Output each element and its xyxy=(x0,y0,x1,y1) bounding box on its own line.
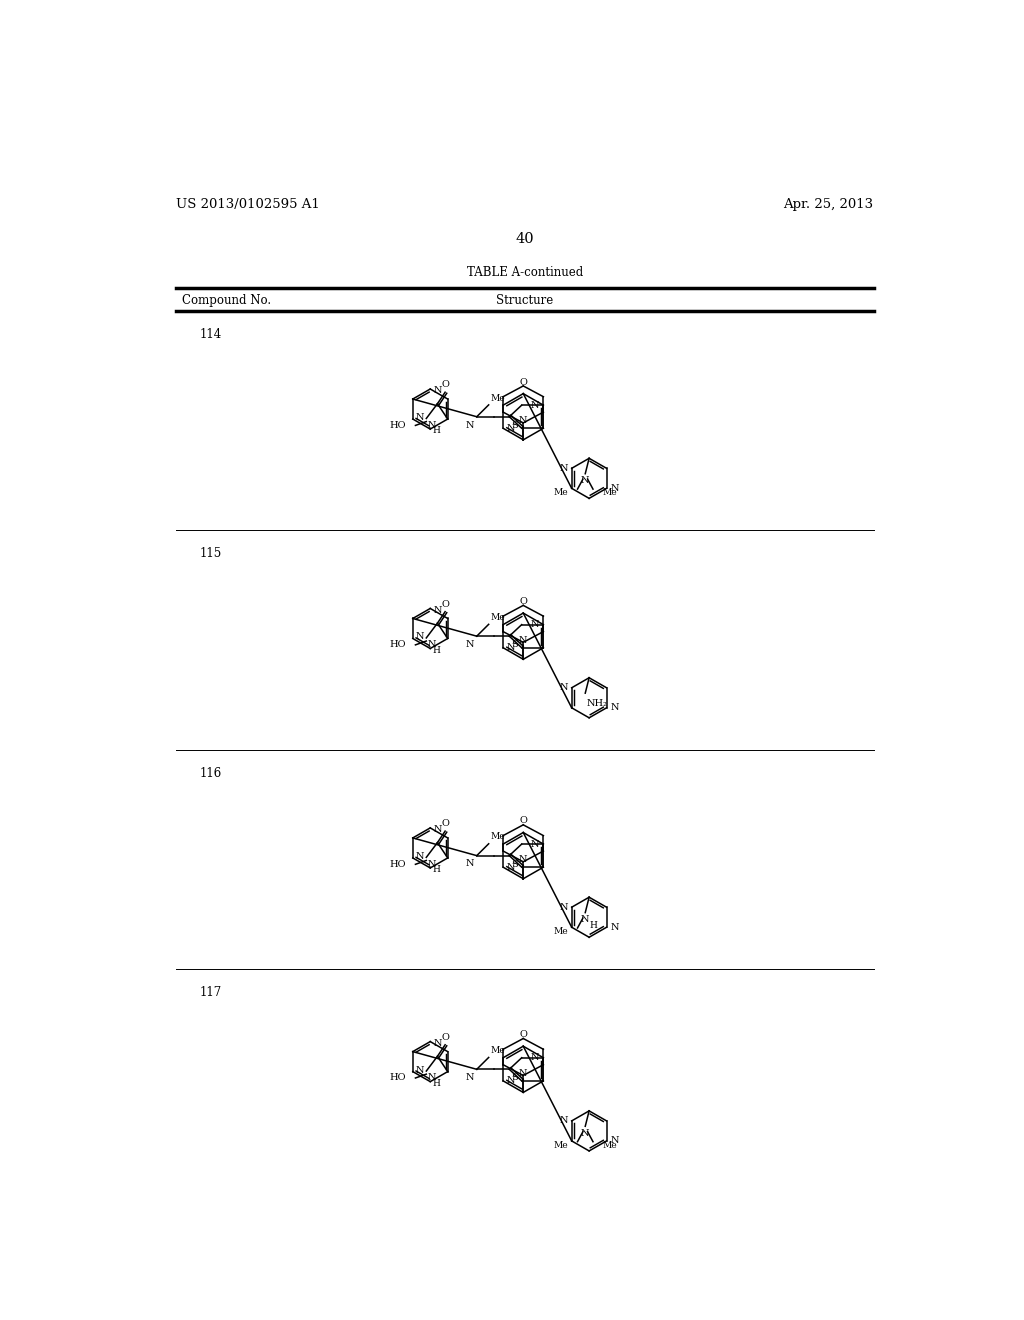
Text: N: N xyxy=(428,421,436,430)
Text: Apr. 25, 2013: Apr. 25, 2013 xyxy=(783,198,873,211)
Text: S: S xyxy=(511,859,518,869)
Text: N: N xyxy=(531,1053,540,1063)
Text: N: N xyxy=(507,424,515,433)
Text: O: O xyxy=(441,380,450,389)
Text: O: O xyxy=(519,378,527,387)
Text: N: N xyxy=(416,1065,424,1074)
Text: N: N xyxy=(416,632,424,642)
Text: N: N xyxy=(507,1076,515,1085)
Text: N: N xyxy=(507,643,515,652)
Text: Me: Me xyxy=(602,488,616,498)
Text: N: N xyxy=(433,825,441,834)
Text: US 2013/0102595 A1: US 2013/0102595 A1 xyxy=(176,198,319,211)
Text: H: H xyxy=(432,1078,440,1088)
Text: H: H xyxy=(432,865,440,874)
Text: S: S xyxy=(511,1073,518,1082)
Text: N: N xyxy=(518,855,526,865)
Text: S: S xyxy=(511,421,518,430)
Text: N: N xyxy=(559,684,567,692)
Text: H: H xyxy=(432,645,440,655)
Text: N: N xyxy=(433,385,441,395)
Text: Me: Me xyxy=(490,612,506,622)
Text: H: H xyxy=(589,921,597,931)
Text: N: N xyxy=(433,606,441,615)
Text: HO: HO xyxy=(390,640,407,649)
Text: N: N xyxy=(428,859,436,869)
Text: N: N xyxy=(466,1073,474,1082)
Text: O: O xyxy=(519,597,527,606)
Text: N: N xyxy=(531,840,540,849)
Text: N: N xyxy=(559,1117,567,1126)
Text: O: O xyxy=(441,599,450,609)
Text: 115: 115 xyxy=(200,548,222,560)
Text: N: N xyxy=(559,903,567,912)
Text: Me: Me xyxy=(554,488,568,498)
Text: Me: Me xyxy=(490,393,506,403)
Text: Structure: Structure xyxy=(497,294,553,308)
Text: NH₂: NH₂ xyxy=(587,700,607,709)
Text: O: O xyxy=(441,1032,450,1041)
Text: Compound No.: Compound No. xyxy=(182,294,271,308)
Text: N: N xyxy=(610,923,618,932)
Text: N: N xyxy=(466,859,474,869)
Text: N: N xyxy=(466,421,474,429)
Text: Me: Me xyxy=(554,1140,568,1150)
Text: N: N xyxy=(610,704,618,713)
Text: N: N xyxy=(428,1073,436,1082)
Text: N: N xyxy=(581,1129,590,1138)
Text: N: N xyxy=(507,863,515,871)
Text: N: N xyxy=(531,620,540,630)
Text: N: N xyxy=(518,635,526,644)
Text: HO: HO xyxy=(390,1073,407,1082)
Text: S: S xyxy=(511,640,518,649)
Text: N: N xyxy=(518,1069,526,1077)
Text: N: N xyxy=(433,1039,441,1048)
Text: HO: HO xyxy=(390,859,407,869)
Text: N: N xyxy=(559,463,567,473)
Text: 114: 114 xyxy=(200,327,222,341)
Text: HO: HO xyxy=(390,421,407,430)
Text: N: N xyxy=(610,1137,618,1146)
Text: Me: Me xyxy=(554,928,568,936)
Text: O: O xyxy=(519,1030,527,1039)
Text: 40: 40 xyxy=(515,231,535,246)
Text: TABLE A-continued: TABLE A-continued xyxy=(467,267,583,280)
Text: O: O xyxy=(519,817,527,825)
Text: N: N xyxy=(518,416,526,425)
Text: Me: Me xyxy=(490,833,506,841)
Text: N: N xyxy=(466,640,474,649)
Text: Me: Me xyxy=(490,1047,506,1055)
Text: Me: Me xyxy=(602,1140,616,1150)
Text: H: H xyxy=(432,426,440,436)
Text: 116: 116 xyxy=(200,767,222,780)
Text: 117: 117 xyxy=(200,986,222,999)
Text: N: N xyxy=(416,413,424,422)
Text: N: N xyxy=(428,640,436,649)
Text: O: O xyxy=(441,818,450,828)
Text: N: N xyxy=(416,851,424,861)
Text: N: N xyxy=(581,477,590,484)
Text: N: N xyxy=(531,401,540,409)
Text: N: N xyxy=(610,484,618,492)
Text: N: N xyxy=(581,915,590,924)
